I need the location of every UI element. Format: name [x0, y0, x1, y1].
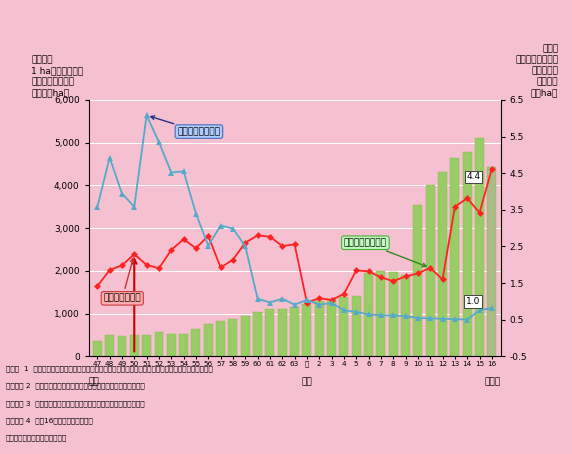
Bar — [487, 167, 496, 356]
Text: 4.4: 4.4 — [466, 173, 480, 181]
Bar — [364, 273, 373, 356]
Bar — [414, 205, 422, 356]
Text: 一般資産被害額: 一般資産被害額 — [104, 258, 141, 303]
Text: （注）  1  一般資産被害額及び水害密度には営業停止損失を含む。また、価格は平成７年価格である。: （注） 1 一般資産被害額及び水害密度には営業停止損失を含む。また、価格は平成７… — [6, 365, 212, 372]
Text: （年）: （年） — [484, 378, 500, 387]
Text: 宅地等の浸水面積: 宅地等の浸水面積 — [151, 116, 220, 136]
Bar — [179, 334, 188, 356]
Text: 4  平成16年は速報値である。: 4 平成16年は速報値である。 — [6, 417, 93, 424]
Bar — [426, 185, 435, 356]
Text: 資料）国土交通省「水害統計」: 資料）国土交通省「水害統計」 — [6, 434, 67, 441]
Bar — [327, 299, 336, 356]
Bar — [105, 335, 114, 356]
Bar — [278, 309, 287, 356]
Bar — [303, 304, 311, 356]
Bar — [450, 158, 459, 356]
Text: 水害密度
1 ha当たり被害額
（平成７年価格）
（万円／ha）: 水害密度 1 ha当たり被害額 （平成７年価格） （万円／ha） — [31, 55, 83, 97]
Text: 被害額
（平成７年価格）
（千億円）
浸水面積
（万ha）: 被害額 （平成７年価格） （千億円） 浸水面積 （万ha） — [515, 44, 558, 97]
Bar — [216, 321, 225, 356]
Text: 平成: 平成 — [301, 378, 312, 387]
Bar — [93, 340, 102, 356]
Bar — [290, 307, 299, 356]
Bar — [154, 332, 164, 356]
Bar — [265, 309, 275, 356]
Bar — [401, 275, 410, 356]
Bar — [376, 271, 386, 356]
Bar — [475, 138, 484, 356]
Bar — [438, 172, 447, 356]
Bar — [117, 336, 126, 356]
Bar — [352, 296, 361, 356]
Bar — [339, 297, 348, 356]
Bar — [130, 336, 139, 356]
Text: 1.0: 1.0 — [466, 297, 480, 306]
Text: 3  一般資産水害密度＝一般資産被害額／宅地等の浸水面積: 3 一般資産水害密度＝一般資産被害額／宅地等の浸水面積 — [6, 400, 144, 407]
Text: 昭和: 昭和 — [89, 378, 100, 387]
Bar — [315, 301, 324, 356]
Bar — [142, 335, 151, 356]
Bar — [463, 152, 472, 356]
Bar — [204, 324, 213, 356]
Bar — [167, 334, 176, 356]
Text: 一般資産水害密度: 一般資産水害密度 — [344, 238, 426, 266]
Bar — [253, 311, 262, 356]
Text: 2  各年の計数は当該年を含む過去５箇年の平均値である。: 2 各年の計数は当該年を含む過去５箇年の平均値である。 — [6, 383, 145, 390]
Bar — [228, 319, 237, 356]
Bar — [241, 316, 250, 356]
Bar — [389, 272, 398, 356]
Bar — [192, 330, 200, 356]
